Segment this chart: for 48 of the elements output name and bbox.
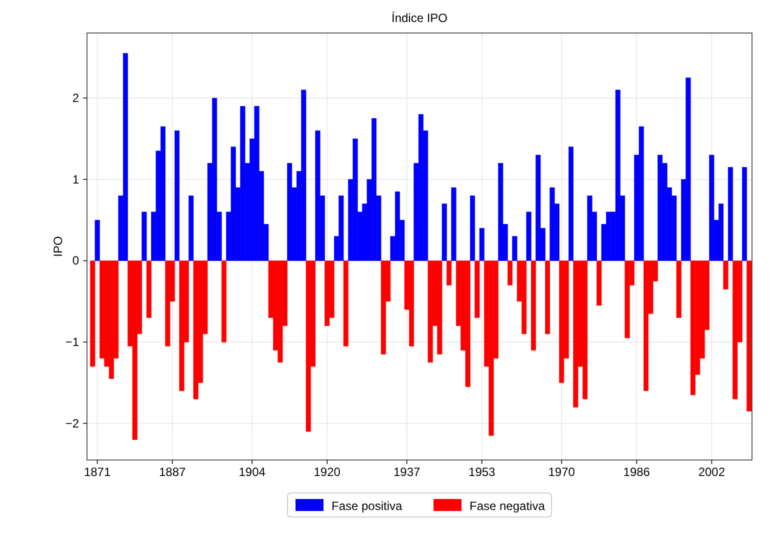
bar [474, 260, 480, 318]
y-tick-label: 0 [72, 254, 80, 268]
bar [287, 162, 292, 261]
bar [676, 260, 682, 318]
x-tick-label: 1953 [468, 465, 496, 479]
legend-label: Fase negativa [470, 499, 546, 513]
bar [174, 130, 180, 261]
chart-title: Índice IPO [391, 11, 448, 25]
y-tick-label: −1 [65, 335, 80, 350]
bar [479, 228, 484, 261]
bar [142, 212, 147, 261]
x-tick-label: 1887 [159, 465, 186, 479]
x-tick-label: 1937 [393, 465, 421, 479]
bar [446, 260, 452, 286]
bar [508, 260, 513, 286]
y-tick-label: −2 [65, 416, 80, 430]
bar [343, 260, 348, 346]
y-tick-label: 1 [72, 172, 80, 186]
bar [545, 260, 550, 334]
bar [568, 146, 574, 261]
x-tick-label: 1904 [238, 465, 266, 479]
bar [742, 167, 747, 261]
x-tick-label: 1970 [548, 465, 576, 479]
y-axis-title: IPO [51, 236, 65, 257]
bar [709, 154, 714, 261]
bar [728, 167, 733, 261]
bar [428, 260, 433, 363]
x-tick-label: 2002 [698, 465, 726, 479]
bar [188, 196, 194, 261]
bar [596, 260, 602, 306]
bar [442, 204, 447, 261]
bar [526, 212, 532, 261]
y-tick-label: 2 [72, 91, 80, 106]
bar [512, 236, 518, 261]
bar [470, 196, 475, 261]
bar [451, 187, 456, 261]
bar [94, 220, 100, 261]
x-tick-label: 1986 [623, 465, 650, 479]
bar [90, 260, 96, 367]
bar [146, 260, 152, 318]
bar [573, 260, 578, 408]
bar [530, 260, 536, 350]
legend-label: Fase positiva [332, 499, 403, 513]
x-tick-label: 1920 [314, 465, 341, 479]
x-tick-label: 1871 [84, 465, 111, 479]
bar [723, 260, 728, 290]
bar [221, 260, 226, 342]
bar [746, 260, 752, 412]
